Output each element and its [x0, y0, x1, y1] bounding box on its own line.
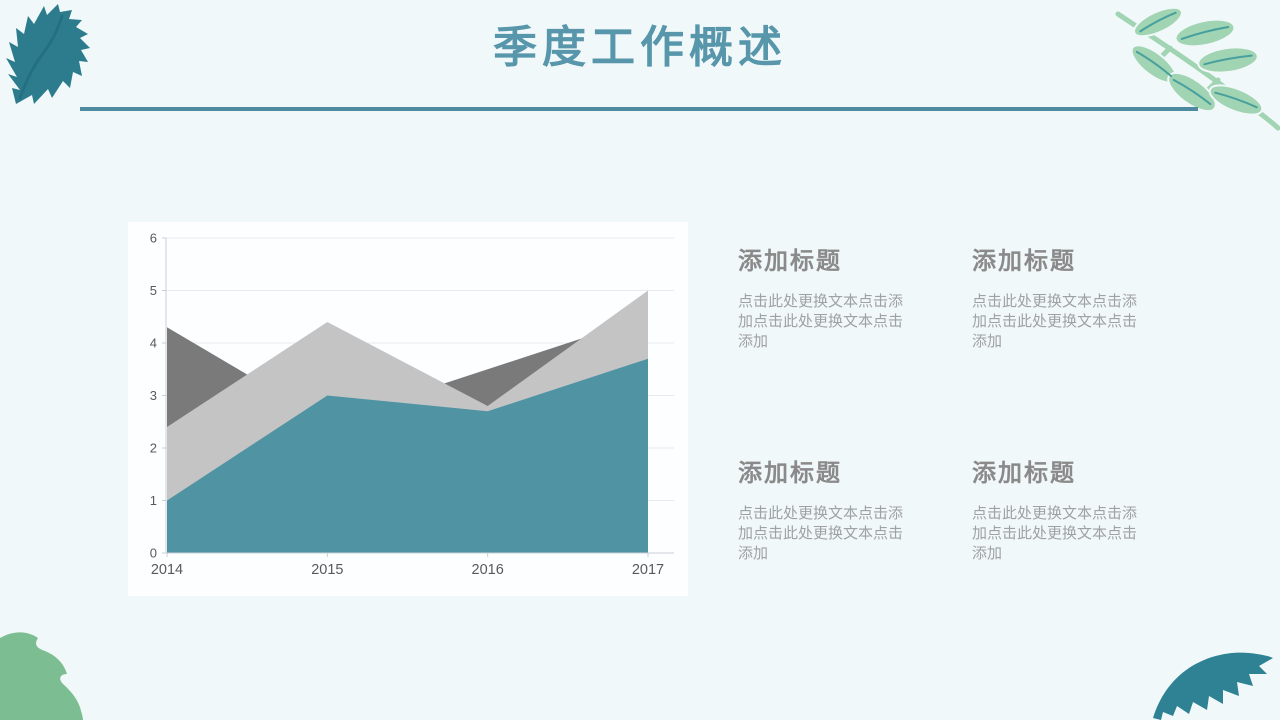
svg-text:6: 6: [150, 231, 157, 246]
svg-text:5: 5: [150, 283, 157, 298]
content-block-2[interactable]: 添加标题 点击此处更换文本点击添加点击此处更换文本点击添加: [972, 246, 1182, 352]
block-body: 点击此处更换文本点击添加点击此处更换文本点击添加: [972, 505, 1138, 562]
content-block-4[interactable]: 添加标题 点击此处更换文本点击添加点击此处更换文本点击添加: [972, 458, 1182, 564]
block-title: 添加标题: [738, 248, 842, 275]
block-body: 点击此处更换文本点击添加点击此处更换文本点击添加: [738, 505, 904, 562]
title-divider: [80, 107, 1198, 111]
svg-text:3: 3: [150, 388, 157, 403]
top-right-branch-icon: [1115, 6, 1280, 131]
page-title: 季度工作概述: [493, 23, 787, 72]
block-title: 添加标题: [972, 460, 1076, 487]
block-body: 点击此处更换文本点击添加点击此处更换文本点击添加: [972, 293, 1138, 350]
svg-text:2017: 2017: [632, 562, 664, 578]
block-title: 添加标题: [972, 248, 1076, 275]
svg-text:1: 1: [150, 493, 157, 508]
svg-text:2014: 2014: [151, 562, 183, 578]
svg-text:2015: 2015: [311, 562, 343, 578]
area-chart-placeholder[interactable]: 0 1 2 3 4 5 6 2014 2015 2016 2017: [128, 222, 688, 596]
bottom-right-leaf-icon: [1153, 652, 1273, 720]
svg-text:2: 2: [150, 441, 157, 456]
svg-text:0: 0: [150, 546, 157, 561]
block-title: 添加标题: [738, 460, 842, 487]
chart-svg: 0 1 2 3 4 5 6 2014 2015 2016 2017: [150, 231, 674, 578]
block-body: 点击此处更换文本点击添加点击此处更换文本点击添加: [738, 293, 904, 350]
bottom-left-leaf-icon: [0, 632, 83, 720]
top-left-leaf-icon: [6, 4, 90, 104]
content-block-3[interactable]: 添加标题 点击此处更换文本点击添加点击此处更换文本点击添加: [738, 458, 948, 564]
svg-text:2016: 2016: [472, 562, 504, 578]
content-block-1[interactable]: 添加标题 点击此处更换文本点击添加点击此处更换文本点击添加: [738, 246, 948, 352]
svg-text:4: 4: [150, 336, 157, 351]
